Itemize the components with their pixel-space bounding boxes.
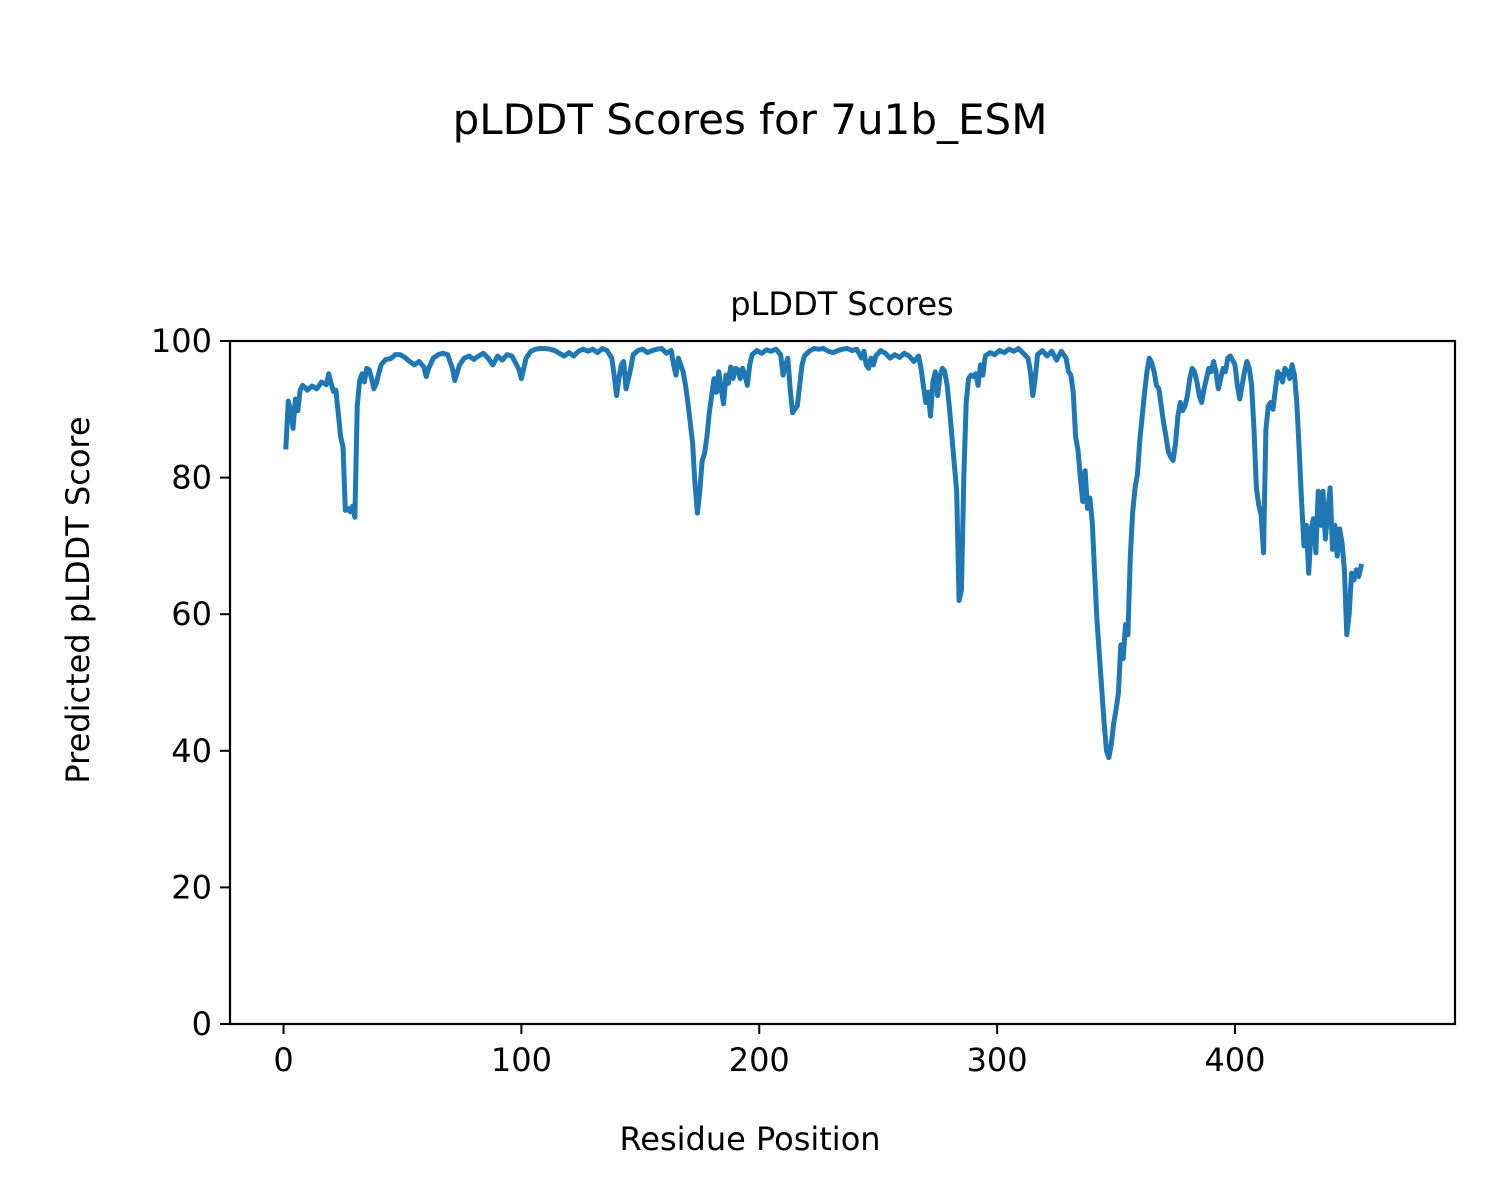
x-axis-label: Residue Position (619, 1120, 880, 1158)
plot-background (230, 341, 1455, 1024)
y-axis: 0 20 40 60 80 100 (151, 322, 230, 1043)
axes-title: pLDDT Scores (730, 285, 953, 323)
x-tick-label: 0 (273, 1041, 293, 1079)
line-layer (283, 346, 1365, 761)
y-tick-label: 60 (171, 595, 212, 633)
x-tick-label: 100 (491, 1041, 552, 1079)
x-tick-label: 200 (729, 1041, 790, 1079)
y-tick-label: 80 (171, 459, 212, 497)
figure-suptitle: pLDDT Scores for 7u1b_ESM (453, 95, 1048, 144)
y-axis-label: Predicted pLDDT Score (59, 416, 97, 783)
x-tick-label: 400 (1204, 1041, 1265, 1079)
y-tick-label: 20 (171, 868, 212, 906)
y-tick-label: 100 (151, 322, 212, 360)
series-line-0 (283, 346, 1365, 761)
plot-frame (228, 339, 1457, 1026)
x-tick-label: 300 (967, 1041, 1028, 1079)
y-tick-label: 0 (192, 1005, 212, 1043)
x-axis: 0 100 200 300 400 (273, 1024, 1266, 1079)
y-tick-label: 40 (171, 732, 212, 770)
plot-area (228, 339, 1457, 1026)
